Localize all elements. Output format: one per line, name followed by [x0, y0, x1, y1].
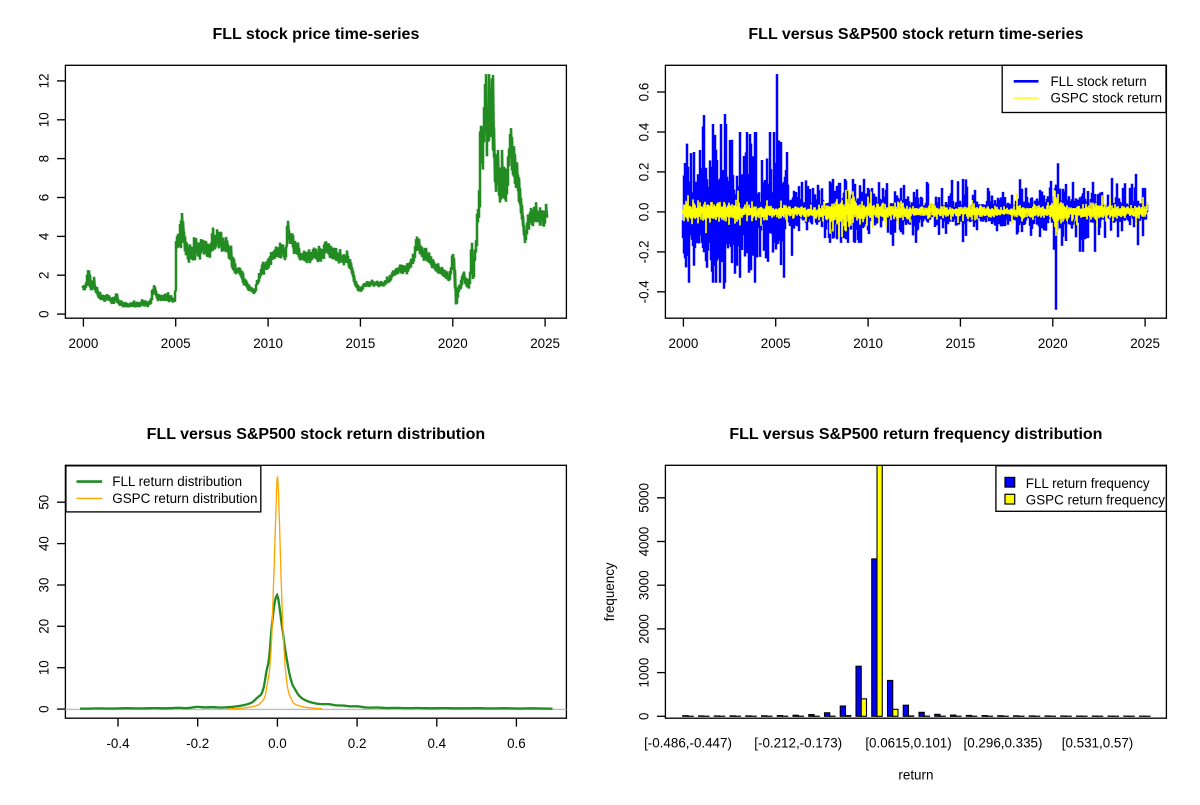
svg-text:FLL return distribution: FLL return distribution [112, 474, 242, 489]
svg-text:0.6: 0.6 [507, 736, 526, 751]
svg-text:10: 10 [36, 660, 51, 675]
svg-text:FLL versus S&P500 return frequ: FLL versus S&P500 return frequency distr… [729, 426, 1102, 443]
svg-text:GSPC stock return: GSPC stock return [1051, 91, 1163, 106]
svg-text:0.6: 0.6 [636, 83, 651, 102]
svg-text:0: 0 [636, 713, 651, 720]
svg-text:3000: 3000 [636, 570, 651, 600]
svg-text:2000: 2000 [69, 336, 99, 351]
svg-text:return: return [898, 768, 933, 783]
svg-text:2010: 2010 [853, 336, 883, 351]
svg-text:2025: 2025 [1130, 336, 1160, 351]
svg-text:-0.2: -0.2 [636, 240, 651, 263]
svg-text:50: 50 [36, 495, 51, 510]
svg-text:0.2: 0.2 [348, 736, 367, 751]
svg-text:-0.2: -0.2 [186, 736, 209, 751]
svg-text:4000: 4000 [636, 527, 651, 557]
svg-text:FLL return frequency: FLL return frequency [1026, 476, 1150, 491]
svg-text:0: 0 [36, 705, 51, 712]
svg-text:GSPC return frequency: GSPC return frequency [1026, 493, 1165, 508]
svg-text:-0.4: -0.4 [636, 280, 651, 304]
svg-text:8: 8 [36, 155, 51, 162]
svg-text:[0.0615,0.101): [0.0615,0.101) [865, 736, 951, 751]
svg-text:0: 0 [36, 310, 51, 317]
svg-text:1000: 1000 [636, 658, 651, 688]
svg-text:2010: 2010 [253, 336, 283, 351]
svg-text:2020: 2020 [438, 336, 468, 351]
svg-text:2025: 2025 [530, 336, 560, 351]
svg-text:10: 10 [36, 112, 51, 127]
svg-text:0.0: 0.0 [636, 203, 651, 222]
svg-text:[0.531,0.57): [0.531,0.57) [1062, 736, 1133, 751]
svg-text:2005: 2005 [161, 336, 191, 351]
svg-text:FLL stock return: FLL stock return [1051, 74, 1147, 89]
svg-text:30: 30 [36, 578, 51, 593]
svg-text:5000: 5000 [636, 483, 651, 513]
svg-text:frequency: frequency [602, 562, 617, 621]
svg-text:[0.296,0.335): [0.296,0.335) [964, 736, 1043, 751]
svg-text:20: 20 [36, 619, 51, 634]
svg-text:[-0.212,-0.173): [-0.212,-0.173) [754, 736, 842, 751]
svg-text:2015: 2015 [346, 336, 376, 351]
svg-text:-0.4: -0.4 [106, 736, 130, 751]
svg-text:[-0.486,-0.447): [-0.486,-0.447) [644, 736, 732, 751]
svg-text:4: 4 [36, 232, 51, 240]
svg-text:6: 6 [36, 194, 51, 201]
svg-text:2005: 2005 [761, 336, 791, 351]
svg-text:2015: 2015 [946, 336, 976, 351]
svg-text:40: 40 [36, 536, 51, 551]
svg-text:0.2: 0.2 [636, 163, 651, 182]
svg-text:FLL versus S&P500 stock return: FLL versus S&P500 stock return distribut… [147, 426, 485, 443]
svg-text:2: 2 [36, 271, 51, 278]
svg-text:0.0: 0.0 [268, 736, 287, 751]
svg-text:0.4: 0.4 [636, 122, 651, 141]
svg-text:FLL versus S&P500 stock return: FLL versus S&P500 stock return time-seri… [748, 26, 1083, 43]
svg-text:2000: 2000 [669, 336, 699, 351]
svg-text:2020: 2020 [1038, 336, 1068, 351]
svg-text:2000: 2000 [636, 614, 651, 644]
svg-text:12: 12 [36, 73, 51, 88]
svg-text:0.4: 0.4 [427, 736, 446, 751]
svg-text:FLL stock price time-series: FLL stock price time-series [212, 26, 419, 43]
svg-text:GSPC return distribution: GSPC return distribution [112, 491, 257, 506]
